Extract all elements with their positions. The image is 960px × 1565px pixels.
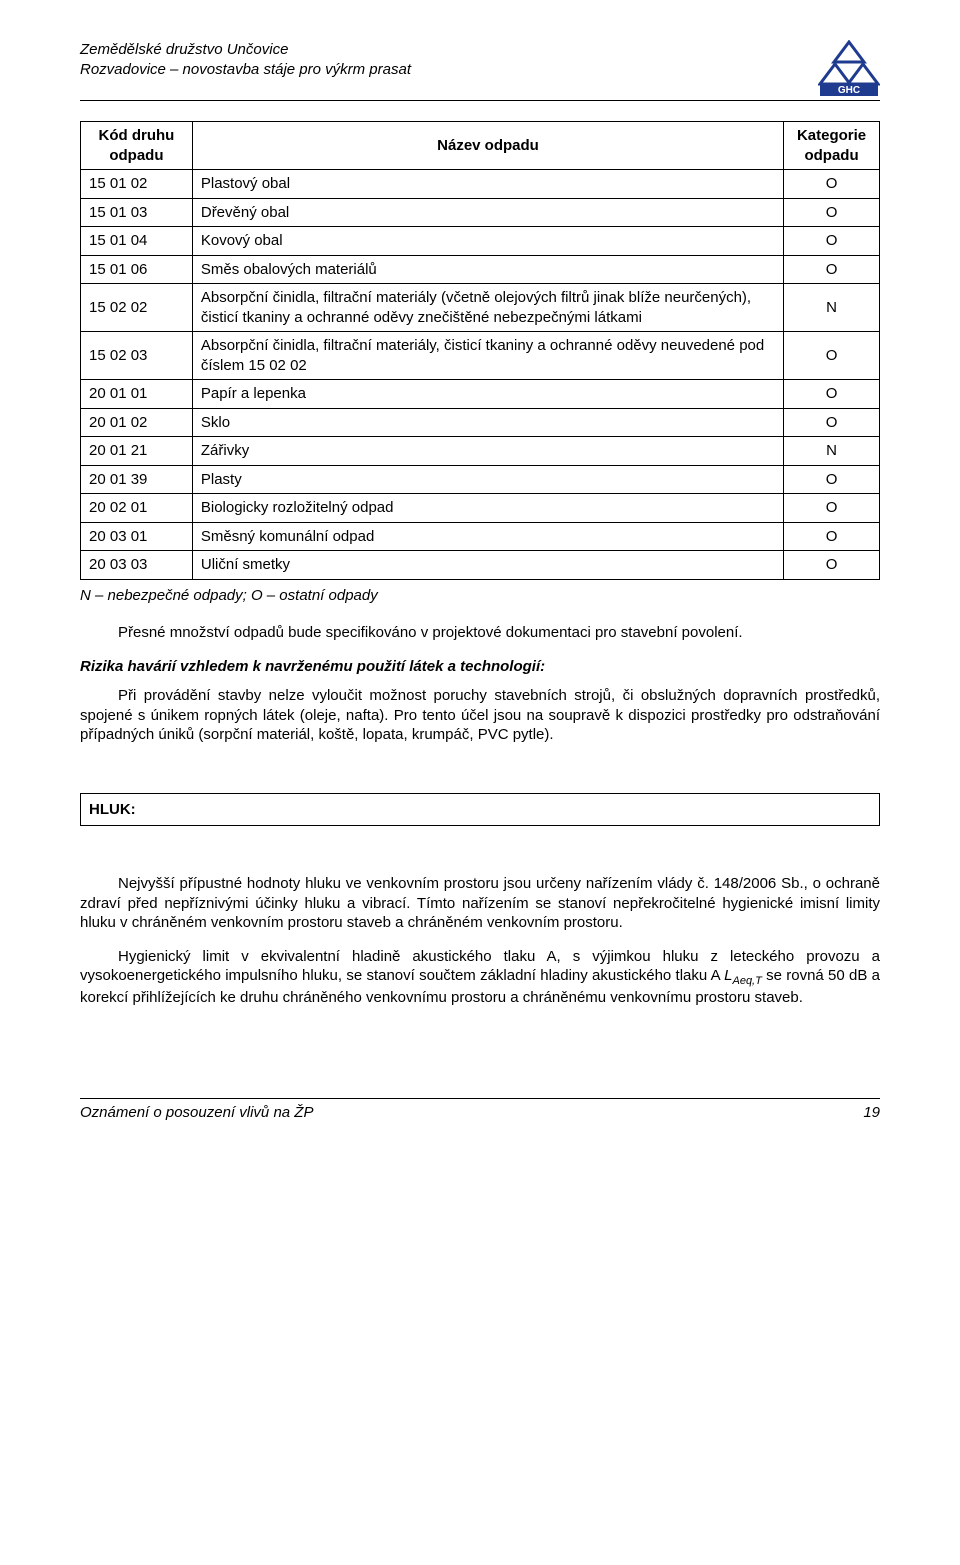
footer-left: Oznámení o posouzení vlivů na ŽP <box>80 1103 313 1123</box>
waste-table: Kód druhu odpadu Název odpadu Kategorie … <box>80 121 880 580</box>
page-footer: Oznámení o posouzení vlivů na ŽP 19 <box>80 1098 880 1123</box>
cell-desc: Papír a lepenka <box>192 380 783 409</box>
cell-code: 15 01 03 <box>81 198 193 227</box>
cell-code: 15 01 06 <box>81 255 193 284</box>
svg-text:GHC: GHC <box>838 85 860 96</box>
table-row: 20 01 21ZářivkyN <box>81 437 880 466</box>
header-line1: Zemědělské družstvo Unčovice <box>80 40 411 60</box>
footer-page: 19 <box>863 1103 880 1123</box>
cell-desc: Směsný komunální odpad <box>192 522 783 551</box>
cell-desc: Směs obalových materiálů <box>192 255 783 284</box>
table-row: 15 02 03Absorpční činidla, filtrační mat… <box>81 332 880 380</box>
cell-code: 20 01 21 <box>81 437 193 466</box>
table-row: 15 01 06Směs obalových materiálůO <box>81 255 880 284</box>
cell-category: O <box>784 380 880 409</box>
cell-code: 15 01 02 <box>81 170 193 199</box>
cell-category: N <box>784 437 880 466</box>
table-row: 15 01 02Plastový obalO <box>81 170 880 199</box>
cell-code: 15 02 02 <box>81 284 193 332</box>
cell-desc: Absorpční činidla, filtrační materiály (… <box>192 284 783 332</box>
cell-desc: Plasty <box>192 465 783 494</box>
cell-code: 15 02 03 <box>81 332 193 380</box>
cell-category: O <box>784 332 880 380</box>
logo: GHC <box>818 40 880 96</box>
subheading-risks: Rizika havárií vzhledem k navrženému pou… <box>80 657 880 677</box>
table-row: 15 01 03Dřevěný obalO <box>81 198 880 227</box>
cell-category: O <box>784 494 880 523</box>
table-row: 20 02 01Biologicky rozložitelný odpadO <box>81 494 880 523</box>
paragraph-hluk2: Hygienický limit v ekvivalentní hladině … <box>80 947 880 1008</box>
cell-category: O <box>784 198 880 227</box>
cell-desc: Uliční smetky <box>192 551 783 580</box>
header-text: Zemědělské družstvo Unčovice Rozvadovice… <box>80 40 411 79</box>
cell-code: 20 01 39 <box>81 465 193 494</box>
cell-desc: Absorpční činidla, filtrační materiály, … <box>192 332 783 380</box>
cell-category: O <box>784 170 880 199</box>
paragraph-spec: Přesné množství odpadů bude specifikován… <box>80 623 880 643</box>
header-line2: Rozvadovice – novostavba stáje pro výkrm… <box>80 60 411 80</box>
cell-category: O <box>784 465 880 494</box>
cell-desc: Dřevěný obal <box>192 198 783 227</box>
table-row: 20 03 01Směsný komunální odpadO <box>81 522 880 551</box>
table-row: 15 01 04Kovový obalO <box>81 227 880 256</box>
cell-category: O <box>784 255 880 284</box>
cell-category: O <box>784 408 880 437</box>
laeq-subscript: Aeq,T <box>732 975 761 987</box>
cell-desc: Plastový obal <box>192 170 783 199</box>
cell-category: O <box>784 227 880 256</box>
cell-desc: Zářivky <box>192 437 783 466</box>
table-row: 20 01 39PlastyO <box>81 465 880 494</box>
col-name: Název odpadu <box>192 122 783 170</box>
cell-desc: Biologicky rozložitelný odpad <box>192 494 783 523</box>
cell-category: O <box>784 551 880 580</box>
table-row: 20 01 02SkloO <box>81 408 880 437</box>
paragraph-hluk1: Nejvyšší přípustné hodnoty hluku ve venk… <box>80 874 880 933</box>
table-header-row: Kód druhu odpadu Název odpadu Kategorie … <box>81 122 880 170</box>
col-code: Kód druhu odpadu <box>81 122 193 170</box>
page-header: Zemědělské družstvo Unčovice Rozvadovice… <box>80 40 880 101</box>
ghc-logo-icon: GHC <box>818 40 880 96</box>
cell-desc: Kovový obal <box>192 227 783 256</box>
col-category: Kategorie odpadu <box>784 122 880 170</box>
cell-desc: Sklo <box>192 408 783 437</box>
cell-category: N <box>784 284 880 332</box>
cell-code: 15 01 04 <box>81 227 193 256</box>
cell-code: 20 01 01 <box>81 380 193 409</box>
table-row: 20 01 01Papír a lepenkaO <box>81 380 880 409</box>
section-hluk: HLUK: <box>80 793 880 827</box>
table-legend: N – nebezpečné odpady; O – ostatní odpad… <box>80 586 880 606</box>
cell-category: O <box>784 522 880 551</box>
cell-code: 20 01 02 <box>81 408 193 437</box>
table-row: 20 03 03Uliční smetkyO <box>81 551 880 580</box>
cell-code: 20 02 01 <box>81 494 193 523</box>
paragraph-risks: Při provádění stavby nelze vyloučit možn… <box>80 686 880 745</box>
table-row: 15 02 02Absorpční činidla, filtrační mat… <box>81 284 880 332</box>
cell-code: 20 03 01 <box>81 522 193 551</box>
cell-code: 20 03 03 <box>81 551 193 580</box>
